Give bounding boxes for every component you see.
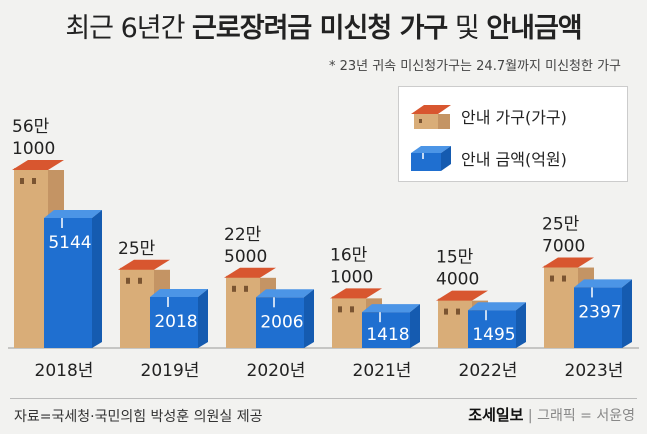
- house-window: [138, 277, 142, 284]
- x-tick-label: 2022년: [459, 361, 518, 381]
- box-bar: [468, 310, 516, 348]
- house-value-label: 56만: [12, 117, 50, 137]
- house-roof: [542, 257, 594, 268]
- house-value-label: 15만: [436, 248, 474, 268]
- box-bar-top: [256, 289, 314, 298]
- source-text: 자료=국세청·국민의힘 박성훈 의원실 제공: [14, 409, 263, 425]
- house-roof: [118, 259, 170, 270]
- house-icon: [411, 105, 451, 129]
- house-window: [550, 275, 554, 282]
- brand-logo: 조세일보: [468, 406, 524, 424]
- box-bar-top: [574, 279, 632, 288]
- house-window: [444, 308, 448, 315]
- box-bar-side: [198, 289, 208, 348]
- box-value-label: 2006: [260, 312, 303, 332]
- house-value-label: 5000: [224, 247, 267, 267]
- house-window: [562, 275, 566, 282]
- house-value-label: 16만: [330, 245, 368, 265]
- legend-item-households: 안내 가구(가구): [411, 101, 567, 131]
- box-value-label: 2397: [578, 302, 621, 322]
- box-bar-top: [150, 289, 208, 298]
- house-window: [126, 277, 130, 284]
- house-window: [20, 178, 24, 184]
- house-value-label: 7000: [542, 237, 585, 257]
- box-bar-top: [468, 302, 526, 311]
- box-bar-side: [92, 210, 102, 348]
- box-bar-side: [304, 289, 314, 348]
- house-value-label: 1000: [330, 267, 373, 287]
- house-roof: [436, 290, 488, 301]
- box-bar: [150, 297, 198, 348]
- x-tick-label: 2021년: [353, 361, 412, 381]
- house-roof: [330, 288, 382, 299]
- box-bar-top: [362, 304, 420, 313]
- chart-title: 최근 6년간 근로장려금 미신청 가구 및 안내금액: [65, 13, 582, 44]
- box-icon: [411, 146, 451, 171]
- box-value-label: 2018: [154, 312, 197, 332]
- house-bar: [14, 168, 48, 348]
- x-tick-label: 2018년: [35, 361, 94, 381]
- box-bar: [44, 218, 92, 348]
- house-window: [232, 285, 236, 292]
- box-bar-side: [622, 279, 632, 348]
- box-bar: [362, 312, 410, 348]
- x-tick-label: 2019년: [141, 361, 200, 381]
- box-bar-top: [44, 210, 102, 218]
- legend-label-amount: 안내 금액(억원): [461, 150, 567, 169]
- graphic-credit: | 그래픽 = 서윤영: [527, 408, 635, 424]
- house-value-label: 25만: [542, 215, 580, 235]
- box-bar-side: [410, 304, 420, 348]
- house-roof: [224, 267, 276, 278]
- house-bar: [226, 275, 260, 348]
- legend-item-amount: 안내 금액(억원): [411, 143, 567, 173]
- house-window: [32, 178, 36, 184]
- house-value-label: 4000: [436, 270, 479, 290]
- box-value-label: 5144: [48, 233, 91, 253]
- box-value-label: 1495: [472, 325, 515, 345]
- house-bar: [544, 265, 578, 348]
- legend: 안내 가구(가구) 안내 금액(억원): [398, 86, 628, 182]
- footer-divider: [10, 398, 637, 399]
- house-window: [350, 306, 354, 313]
- brand-credit: 조세일보 | 그래픽 = 서윤영: [468, 404, 635, 425]
- house-value-label: 1000: [12, 139, 55, 159]
- legend-label-households: 안내 가구(가구): [461, 108, 567, 127]
- box-bar: [256, 297, 304, 348]
- x-tick-label: 2023년: [565, 361, 624, 381]
- box-bar: [574, 287, 622, 348]
- house-value-label: 25만: [118, 239, 156, 259]
- x-tick-label: 2020년: [247, 361, 306, 381]
- chart-note: * 23년 귀속 미신청가구는 24.7월까지 미신청한 가구: [328, 59, 621, 74]
- box-bar-side: [516, 302, 526, 348]
- house-window: [338, 306, 342, 313]
- house-value-label: 22만: [224, 225, 262, 245]
- house-window: [244, 285, 248, 292]
- box-value-label: 1418: [366, 325, 409, 345]
- house-bar: [332, 296, 366, 348]
- house-roof: [12, 160, 64, 170]
- house-window: [456, 308, 460, 315]
- house-bar: [438, 298, 472, 348]
- house-bar: [120, 267, 154, 348]
